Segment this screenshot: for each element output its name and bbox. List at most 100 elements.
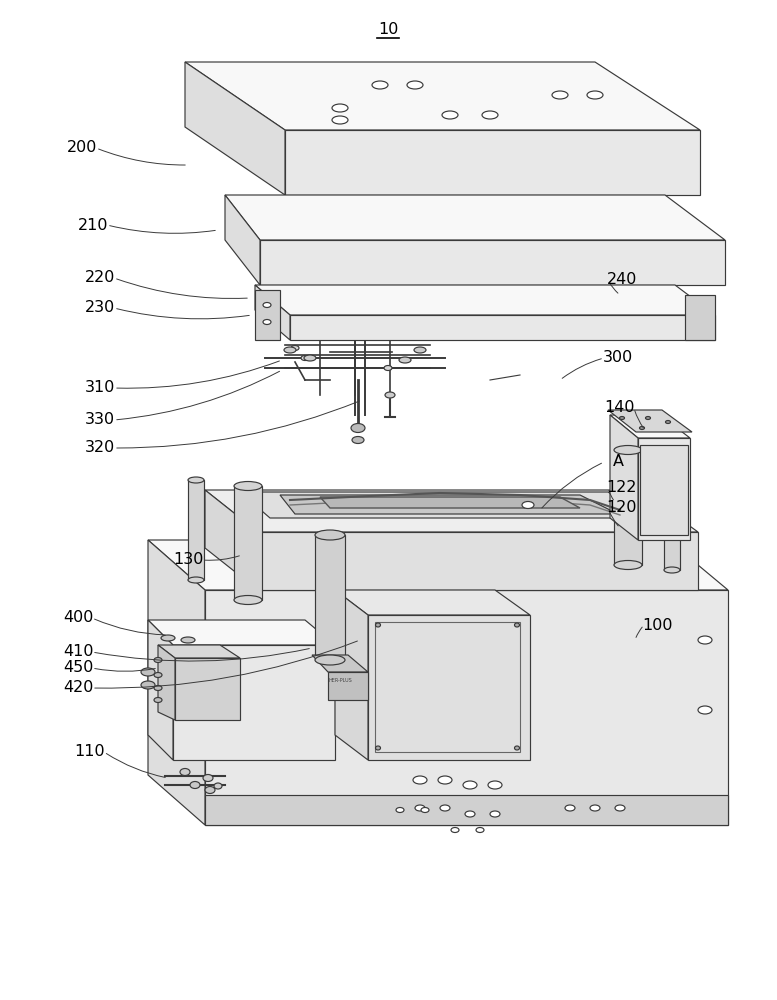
- Ellipse shape: [181, 637, 195, 643]
- Ellipse shape: [214, 783, 222, 789]
- Polygon shape: [664, 465, 680, 570]
- Ellipse shape: [228, 656, 242, 664]
- Text: 230: 230: [85, 300, 115, 316]
- Text: 140: 140: [605, 400, 636, 416]
- Ellipse shape: [665, 420, 671, 424]
- Ellipse shape: [375, 623, 381, 627]
- Ellipse shape: [154, 658, 162, 662]
- Text: 320: 320: [85, 440, 115, 456]
- Polygon shape: [225, 195, 725, 240]
- Ellipse shape: [203, 774, 213, 782]
- Ellipse shape: [188, 477, 204, 483]
- Ellipse shape: [234, 482, 262, 490]
- Polygon shape: [640, 445, 688, 535]
- Ellipse shape: [399, 357, 411, 363]
- Polygon shape: [188, 480, 204, 580]
- Ellipse shape: [315, 655, 345, 665]
- Ellipse shape: [291, 346, 299, 351]
- Ellipse shape: [514, 746, 520, 750]
- Ellipse shape: [619, 416, 625, 420]
- Ellipse shape: [141, 668, 155, 676]
- Text: HER-PLUS: HER-PLUS: [328, 678, 352, 682]
- Ellipse shape: [488, 781, 502, 789]
- Ellipse shape: [414, 347, 426, 353]
- Ellipse shape: [646, 416, 650, 420]
- Ellipse shape: [614, 446, 642, 454]
- Ellipse shape: [154, 672, 162, 678]
- Ellipse shape: [587, 91, 603, 99]
- Ellipse shape: [375, 746, 381, 750]
- Polygon shape: [610, 415, 638, 540]
- Ellipse shape: [263, 320, 271, 324]
- Polygon shape: [255, 290, 280, 340]
- Ellipse shape: [639, 426, 644, 430]
- Polygon shape: [234, 486, 262, 600]
- Ellipse shape: [301, 356, 309, 360]
- Polygon shape: [260, 240, 725, 285]
- Polygon shape: [610, 415, 690, 438]
- Polygon shape: [638, 438, 690, 540]
- Polygon shape: [185, 62, 700, 130]
- Ellipse shape: [228, 716, 242, 724]
- Polygon shape: [148, 540, 728, 590]
- Polygon shape: [205, 590, 728, 825]
- Polygon shape: [255, 285, 290, 340]
- Ellipse shape: [413, 776, 427, 784]
- Ellipse shape: [154, 686, 162, 690]
- Ellipse shape: [315, 530, 345, 540]
- Ellipse shape: [465, 811, 475, 817]
- Text: 10: 10: [378, 22, 398, 37]
- Ellipse shape: [190, 782, 200, 788]
- Ellipse shape: [384, 365, 392, 370]
- Ellipse shape: [514, 623, 520, 627]
- Polygon shape: [290, 315, 715, 340]
- Polygon shape: [328, 672, 368, 700]
- Text: 240: 240: [607, 272, 637, 288]
- Ellipse shape: [463, 781, 477, 789]
- Polygon shape: [335, 590, 530, 615]
- Text: 200: 200: [67, 140, 97, 155]
- Polygon shape: [148, 540, 205, 825]
- Ellipse shape: [141, 681, 155, 689]
- Polygon shape: [614, 450, 642, 565]
- Ellipse shape: [565, 805, 575, 811]
- Ellipse shape: [451, 828, 459, 832]
- Ellipse shape: [372, 81, 388, 89]
- Ellipse shape: [590, 805, 600, 811]
- Ellipse shape: [263, 302, 271, 308]
- Text: 330: 330: [85, 412, 115, 428]
- Ellipse shape: [407, 81, 423, 89]
- Polygon shape: [148, 620, 173, 760]
- Ellipse shape: [332, 116, 348, 124]
- Ellipse shape: [664, 462, 680, 468]
- Polygon shape: [335, 590, 368, 760]
- Ellipse shape: [188, 577, 204, 583]
- Text: 310: 310: [85, 380, 115, 395]
- Polygon shape: [158, 645, 175, 720]
- Polygon shape: [148, 620, 335, 645]
- Text: 400: 400: [63, 610, 93, 626]
- Ellipse shape: [284, 347, 296, 353]
- Ellipse shape: [522, 502, 534, 508]
- Polygon shape: [608, 410, 692, 432]
- Ellipse shape: [614, 560, 642, 570]
- Ellipse shape: [698, 636, 712, 644]
- Ellipse shape: [180, 768, 190, 776]
- Text: 130: 130: [172, 552, 204, 568]
- Polygon shape: [280, 495, 618, 514]
- Ellipse shape: [385, 392, 395, 398]
- Text: 122: 122: [607, 481, 637, 495]
- Ellipse shape: [664, 567, 680, 573]
- Text: 220: 220: [85, 270, 115, 286]
- Ellipse shape: [482, 111, 498, 119]
- Polygon shape: [205, 490, 258, 590]
- Ellipse shape: [352, 436, 364, 444]
- Ellipse shape: [415, 805, 425, 811]
- Ellipse shape: [396, 808, 404, 812]
- Polygon shape: [185, 62, 285, 195]
- Ellipse shape: [164, 676, 176, 684]
- Polygon shape: [255, 285, 715, 315]
- Ellipse shape: [161, 635, 175, 641]
- Polygon shape: [368, 615, 530, 760]
- Ellipse shape: [205, 786, 215, 794]
